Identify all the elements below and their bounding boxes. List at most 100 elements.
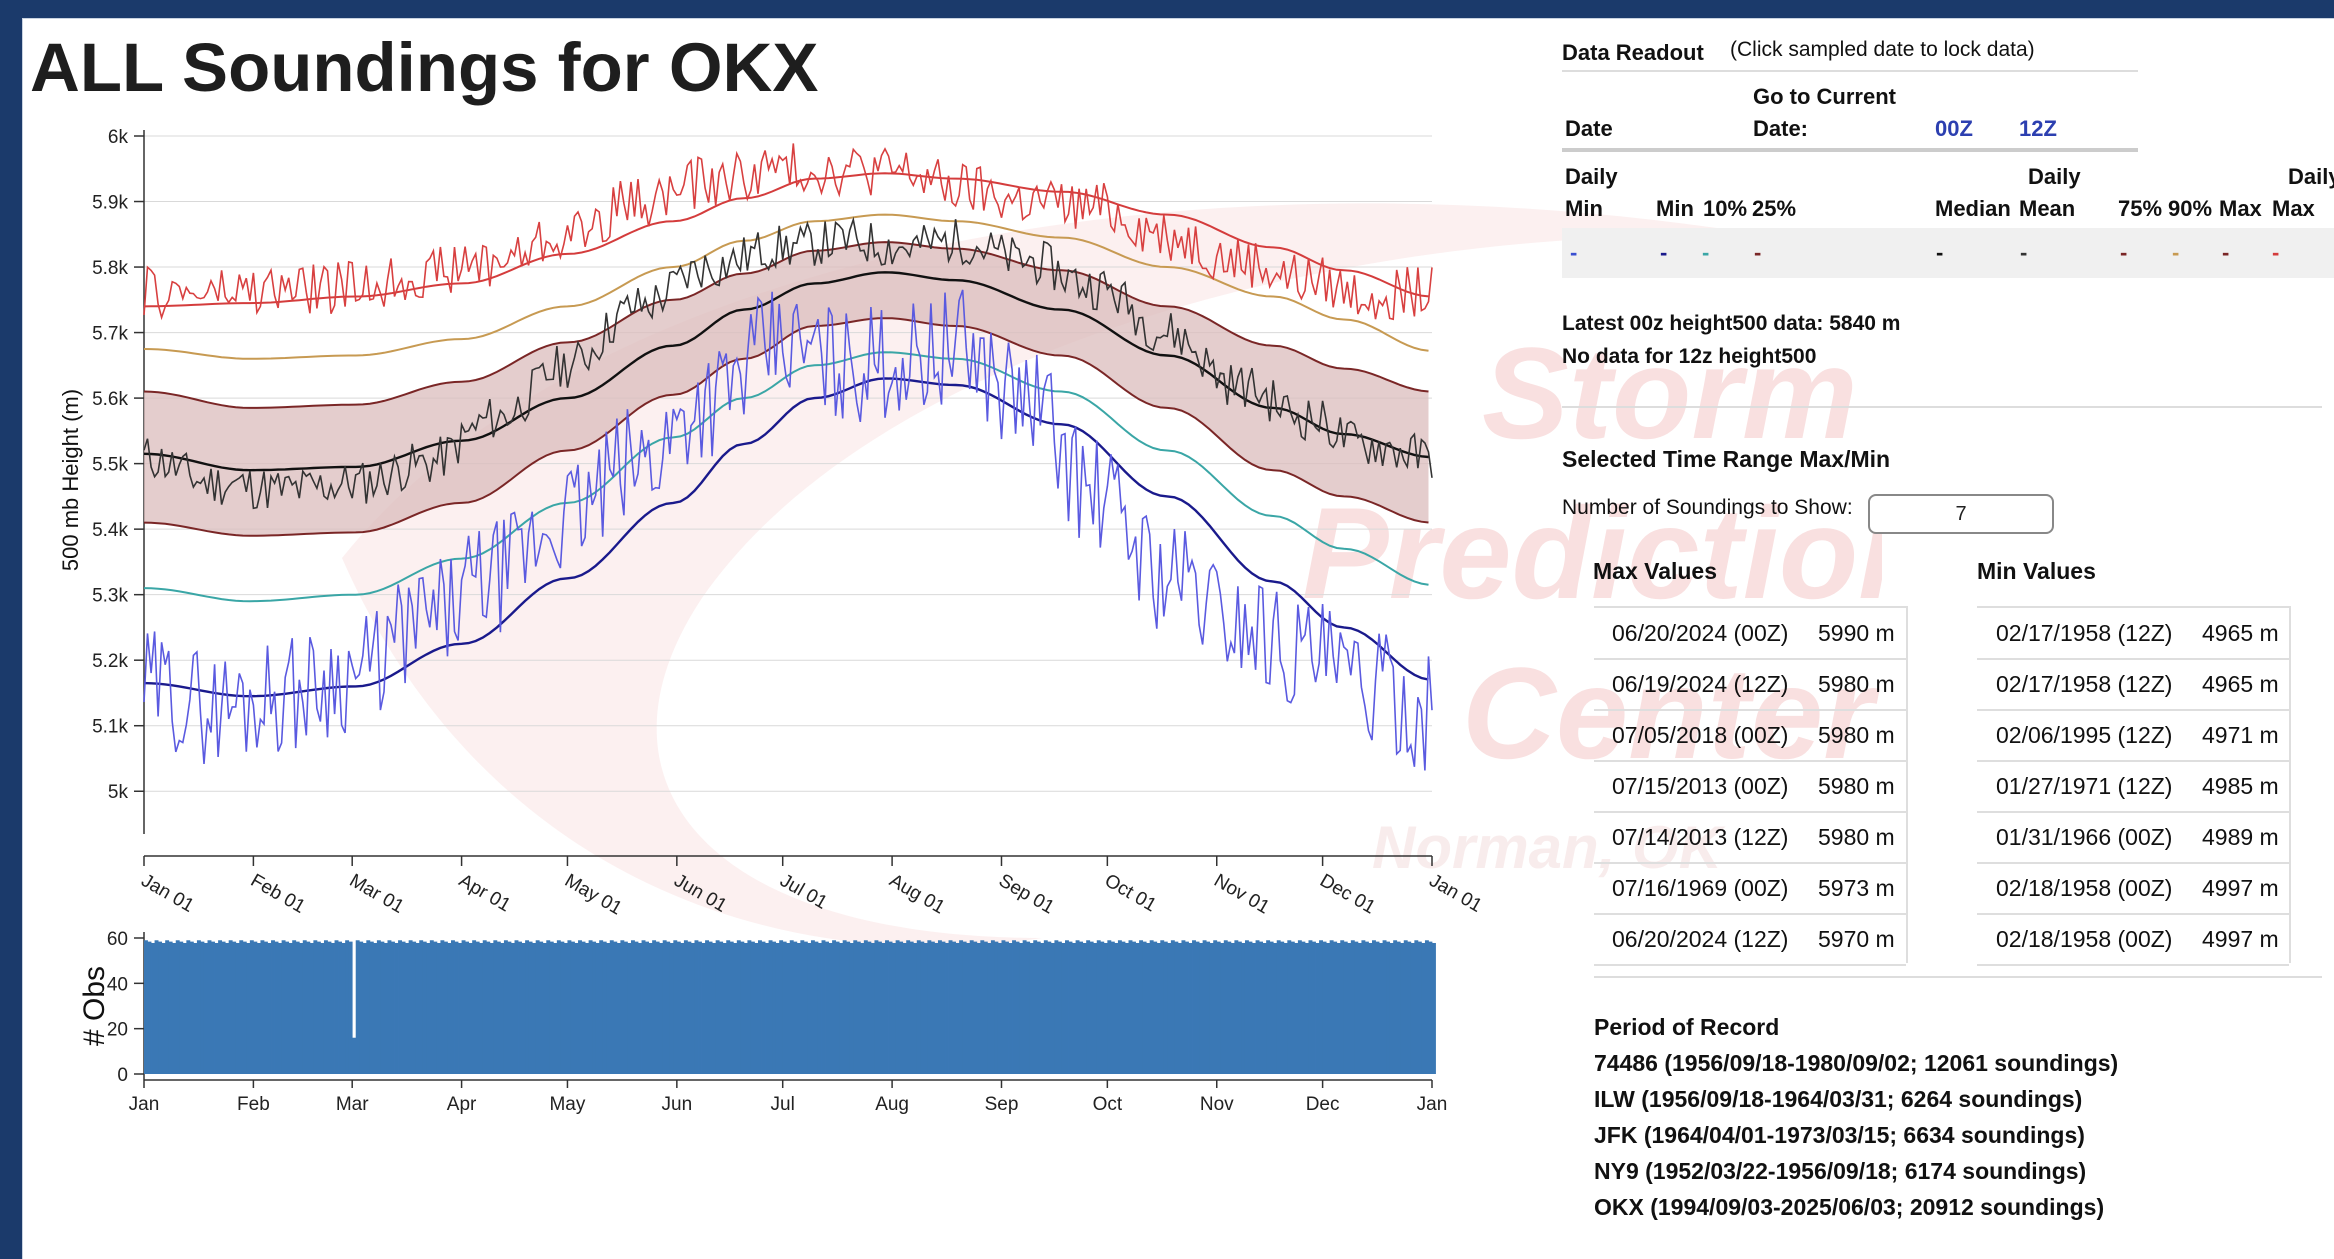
obs-bar [510, 942, 515, 1074]
obs-bar [634, 941, 639, 1074]
obs-bar [1234, 940, 1239, 1074]
obs-bar [1100, 941, 1105, 1074]
obs-bar [747, 940, 752, 1074]
obs-bar [1248, 941, 1253, 1074]
y-tick-label: 5.1k [92, 717, 128, 738]
max-row-value: 5990 m [1818, 620, 1895, 646]
min-row-date: 02/18/1958 (00Z) [1996, 875, 2173, 901]
obs-bar [895, 940, 900, 1074]
obs-bar [316, 941, 321, 1074]
obs-bar [345, 940, 350, 1074]
obs-bar [1075, 940, 1080, 1074]
obs-bar [1132, 941, 1136, 1074]
obs-bar [669, 942, 674, 1074]
obs-bar [1163, 941, 1168, 1074]
max-row-line [1594, 862, 1906, 864]
daily-series-line [143, 289, 1433, 771]
obs-bar [179, 941, 184, 1074]
min-row-line [1977, 709, 2289, 711]
obs-bar [881, 942, 886, 1074]
obs-bar [743, 942, 748, 1074]
obs-bar [369, 941, 374, 1074]
obs-bar [659, 942, 664, 1074]
x-tick-label: Nov 01 [1210, 870, 1273, 918]
obs-bar [503, 940, 508, 1074]
obs-bar [242, 941, 247, 1074]
y-tick-label: 5.5k [92, 455, 128, 476]
obs-bar [1199, 942, 1204, 1074]
obs-bar [271, 940, 275, 1074]
series-line [143, 317, 1429, 537]
go-00z-button[interactable]: 00Z [1935, 116, 1973, 141]
obs-bar [835, 941, 840, 1074]
obs-bar [690, 942, 695, 1074]
obs-bar [1241, 942, 1246, 1074]
col-10pct: 10% [1703, 196, 1748, 221]
obs-bar [945, 942, 949, 1074]
obs-bar [440, 940, 445, 1074]
obs-bar [1156, 942, 1161, 1074]
obs-bar [1375, 941, 1380, 1074]
obs-bar [1117, 940, 1122, 1074]
obs-bar [613, 941, 618, 1074]
obs-bar [1096, 940, 1101, 1074]
obs-bar [973, 941, 978, 1074]
obs-bar [687, 941, 692, 1074]
obs-bar [796, 942, 801, 1074]
max-row-line [1594, 811, 1906, 813]
bar-x-tick-label: Aug [875, 1094, 909, 1115]
obs-bar [877, 941, 882, 1074]
max-row-date: 07/15/2013 (00Z) [1612, 773, 1789, 799]
max-row-line [1594, 964, 1906, 966]
obs-bar [1026, 941, 1031, 1074]
daily-series-line [143, 143, 1433, 321]
obs-bar [683, 940, 688, 1074]
latest-12z-text: No data for 12z height500 [1562, 345, 1817, 368]
obs-bar [341, 942, 346, 1074]
max-row-value: 5970 m [1818, 926, 1895, 952]
obs-bar [655, 941, 660, 1074]
obs-bar [916, 940, 921, 1074]
period-heading: Period of Record [1594, 1014, 1780, 1040]
obs-bar [680, 942, 685, 1074]
readout-value-max: - [2222, 240, 2230, 265]
obs-bar [772, 941, 777, 1074]
obs-bar [412, 941, 417, 1074]
obs-bar [1252, 942, 1256, 1074]
obs-bar [1347, 942, 1352, 1074]
obs-bar [1379, 942, 1383, 1074]
obs-bar [906, 940, 911, 1074]
readout-value-daily-min: - [1570, 240, 1578, 265]
chart-area[interactable]: 5k 5.1k 5.2k 5.3k 5.4k 5.5k 5.6k 5.7k 5.8k 5.9k 6k… [22, 18, 1532, 1258]
obs-bar [535, 940, 540, 1074]
obs-bar [1297, 940, 1302, 1074]
num-soundings-input[interactable] [1868, 494, 2054, 534]
obs-bar [853, 940, 858, 1074]
obs-bar [966, 942, 971, 1074]
obs-bar [486, 941, 491, 1074]
obs-bar [1057, 941, 1062, 1074]
obs-bar [846, 941, 851, 1074]
obs-bar [888, 941, 893, 1074]
range-heading: Selected Time Range Max/Min [1562, 446, 1891, 472]
period-record-line: OKX (1994/09/03-2025/06/03; 20912 soundi… [1594, 1194, 2105, 1220]
obs-bar [560, 941, 565, 1074]
obs-bar [736, 940, 741, 1074]
obs-bar [1364, 941, 1369, 1074]
obs-bar [461, 940, 466, 1074]
x-tick-label: Feb 01 [247, 870, 309, 918]
obs-bar [870, 942, 875, 1074]
readout-value-median: - [1936, 240, 1944, 265]
obs-bar [694, 940, 699, 1074]
obs-bar [726, 940, 731, 1074]
obs-bar [1160, 940, 1165, 1074]
max-table-right-line [1906, 606, 1908, 963]
go-12z-button[interactable]: 12Z [2019, 116, 2057, 141]
obs-bar [761, 941, 766, 1074]
obs-bar [1029, 942, 1034, 1074]
obs-bar [246, 942, 251, 1074]
obs-bar [588, 940, 593, 1074]
obs-bar [1068, 941, 1073, 1074]
y-axis-label: 500 mb Height (m) [58, 389, 83, 571]
obs-bar [260, 940, 265, 1074]
